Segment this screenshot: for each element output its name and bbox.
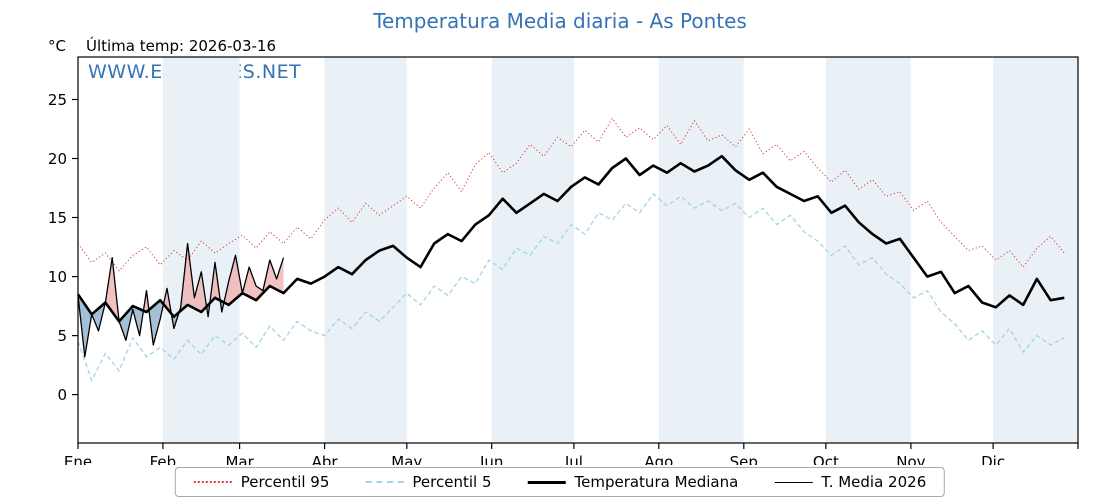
- legend-label-mediana: Temperatura Mediana: [574, 473, 739, 491]
- svg-text:Jun: Jun: [479, 453, 503, 465]
- temperatura-mediana-line-icon: [527, 480, 566, 484]
- svg-text:Abr: Abr: [312, 453, 339, 465]
- svg-text:0: 0: [57, 386, 67, 404]
- svg-text:Ago: Ago: [644, 453, 673, 465]
- legend-box: Percentil 95 Percentil 5 Temperatura Med…: [174, 467, 946, 497]
- legend-label-percentil-5: Percentil 5: [412, 473, 492, 491]
- chart-title: Temperatura Media diaria - As Pontes: [373, 9, 747, 33]
- svg-text:Jul: Jul: [564, 453, 583, 465]
- percentil-95-line-icon: [193, 481, 232, 483]
- chart-header: °C Última temp: 2026-03-16: [48, 37, 276, 55]
- legend-label-percentil-95: Percentil 95: [240, 473, 330, 491]
- svg-text:Nov: Nov: [896, 453, 925, 465]
- svg-text:Dic: Dic: [981, 453, 1005, 465]
- legend-item-percentil-95: Percentil 95: [193, 473, 330, 491]
- svg-text:5: 5: [57, 327, 67, 345]
- svg-text:15: 15: [48, 209, 67, 227]
- chart-plot-area: 0 5 10 15 20 25 Ene Feb Mar Abr May Jun Jul Ago Sep Oct…: [48, 56, 1079, 465]
- svg-text:Mar: Mar: [225, 453, 254, 465]
- t-media-2026-line-icon: [774, 481, 813, 483]
- legend-item-t-media-2026: T. Media 2026: [774, 473, 926, 491]
- legend-label-t-media-2026: T. Media 2026: [821, 473, 927, 491]
- percentil-5-line-icon: [365, 481, 404, 483]
- legend-item-mediana: Temperatura Mediana: [527, 473, 738, 491]
- svg-text:20: 20: [48, 150, 67, 168]
- svg-text:Oct: Oct: [813, 453, 839, 465]
- svg-text:Ene: Ene: [64, 453, 92, 465]
- svg-text:Feb: Feb: [150, 453, 177, 465]
- legend-item-percentil-5: Percentil 5: [365, 473, 491, 491]
- y-axis-units-label: °C: [48, 37, 66, 55]
- svg-text:Sep: Sep: [730, 453, 758, 465]
- svg-text:25: 25: [48, 91, 67, 109]
- svg-text:May: May: [391, 453, 422, 465]
- svg-text:10: 10: [48, 268, 67, 286]
- last-temp-label: Última temp: 2026-03-16: [85, 37, 276, 55]
